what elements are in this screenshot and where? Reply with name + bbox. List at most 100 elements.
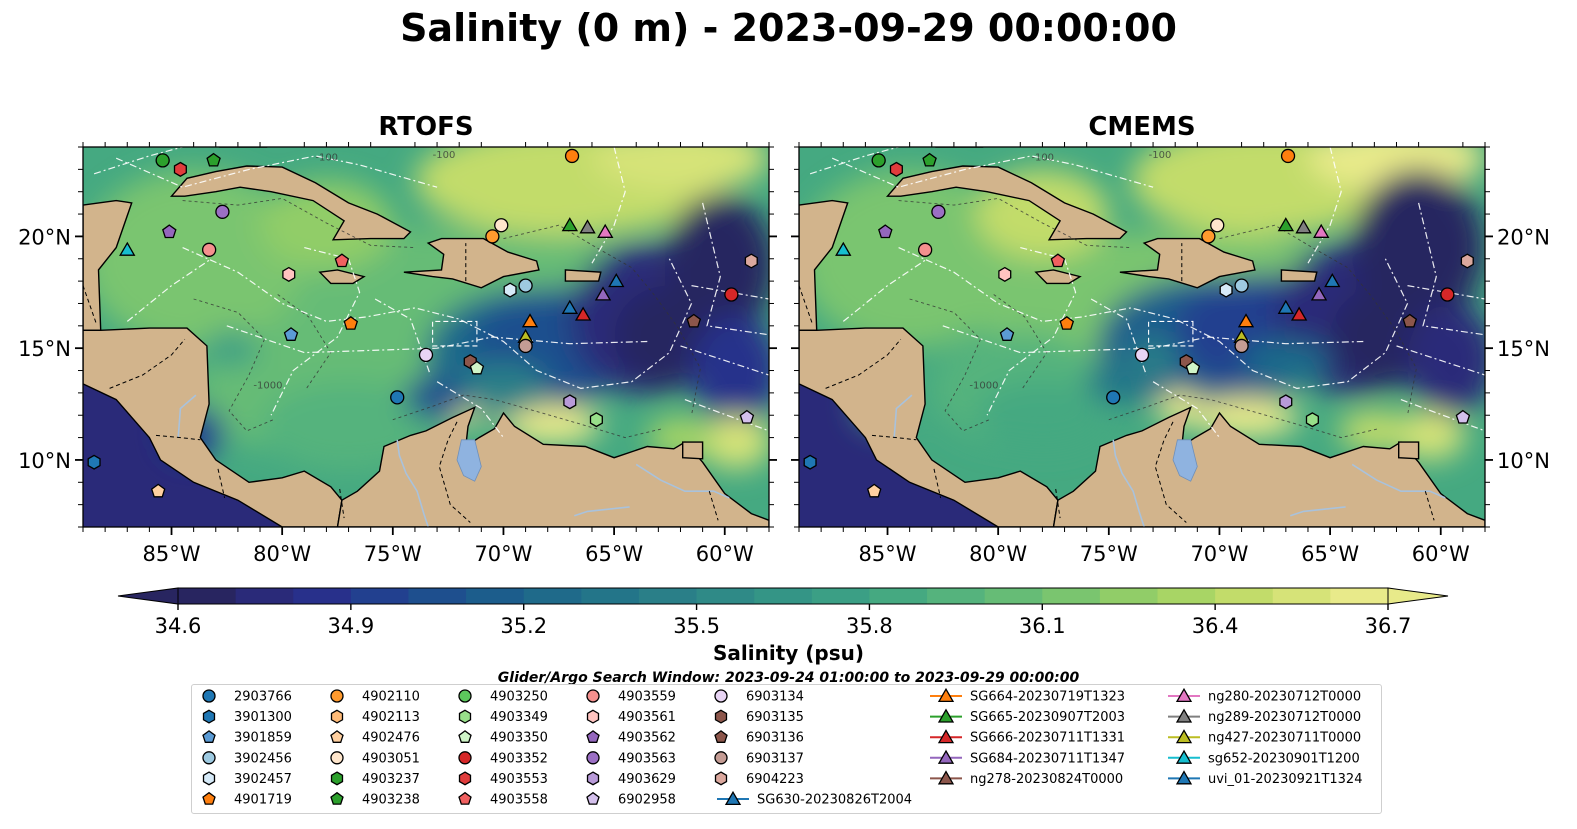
legend-marker — [458, 771, 472, 786]
colorbar-segment — [235, 588, 294, 604]
eez-boundary — [115, 155, 438, 188]
jamaica-landmass — [1034, 269, 1082, 285]
puerto-rico-landmass — [1280, 269, 1318, 282]
colorbar-label: Salinity (psu) — [712, 641, 864, 665]
platform-4903629 — [1279, 394, 1293, 410]
platform-4903349 — [589, 412, 603, 428]
eez-boundary — [898, 247, 1409, 390]
platform-4903559 — [917, 242, 933, 257]
isobath-contour — [503, 224, 701, 416]
lon-tick-label: 65°W — [1301, 542, 1359, 566]
colorbar-segment — [1272, 588, 1331, 604]
legend-marker — [937, 708, 955, 723]
platform-4903558 — [1050, 253, 1066, 268]
platform-4903562 — [162, 224, 177, 239]
river-line — [1290, 506, 1346, 517]
legend-label: 6904223 — [746, 772, 804, 787]
colorbar-segment — [696, 588, 755, 604]
platform-4903559 — [201, 242, 217, 257]
legend-label: 3902456 — [234, 751, 292, 766]
colorbar-segment — [869, 588, 928, 604]
river-line — [893, 394, 913, 438]
pacific-water — [799, 383, 999, 527]
salinity-patch — [204, 330, 258, 367]
country-border — [109, 338, 186, 389]
isobath-contour — [392, 394, 663, 439]
legend-marker — [1175, 749, 1193, 764]
platform-4903350 — [1185, 360, 1201, 375]
platform-3902457 — [1219, 282, 1233, 298]
platform-SG666 — [574, 306, 592, 321]
legend-entries: 2903766 3901300 3901859 3902456 3902457 49017… — [202, 687, 1362, 808]
country-border — [1055, 488, 1061, 519]
colorbar-segment — [638, 588, 698, 604]
legend-marker — [714, 730, 728, 743]
country-border — [1424, 491, 1435, 521]
legend-label: 4903563 — [618, 751, 676, 766]
salinity-patch — [1126, 339, 1180, 380]
colorbar-tick-label: 34.9 — [327, 614, 374, 638]
river-line — [635, 463, 730, 499]
hispaniola-landmass — [1119, 237, 1256, 289]
eez-boundary — [680, 345, 769, 376]
salinity-patch — [1241, 339, 1331, 384]
legend-label: SG630-20230826T2004 — [757, 793, 912, 808]
platform-6904223 — [1460, 253, 1474, 269]
contour-label: -100 — [1149, 150, 1172, 161]
eez-boundary — [1418, 202, 1485, 336]
platform-4902110 — [485, 229, 500, 244]
legend-label: SG665-20230907T2003 — [970, 710, 1125, 725]
legend-label: 4903559 — [618, 690, 676, 705]
colorbar-segment — [927, 588, 986, 604]
platform-uvi_01 — [1277, 299, 1295, 314]
legend: 2903766 3901300 3901859 3902456 3902457 49017… — [191, 684, 1382, 814]
platform-4903352 — [1440, 287, 1455, 302]
isobath-contour — [277, 294, 332, 389]
eez-boundary — [182, 247, 693, 390]
platform-6902958 — [1455, 409, 1471, 424]
platform-ng280 — [1313, 223, 1330, 238]
puerto-rico-landmass — [564, 269, 602, 282]
contour-label: -100 — [1031, 152, 1054, 163]
eez-boundary — [1396, 345, 1485, 376]
trinidad-landmass — [682, 441, 704, 460]
platform-4902476 — [866, 483, 882, 498]
platform-ng280 — [597, 223, 614, 238]
platform-ng289 — [579, 219, 596, 234]
platform-6903134 — [1134, 347, 1150, 363]
lat-tick-label: 10°N — [1497, 449, 1550, 473]
salinity-patch — [403, 375, 471, 420]
platform-SG684 — [594, 286, 612, 301]
legend-marker — [724, 790, 742, 806]
river-line — [1112, 439, 1145, 527]
eez-box — [432, 320, 478, 347]
platform-4903562 — [878, 224, 893, 239]
legend-marker — [330, 709, 344, 724]
isobath-contour — [1219, 224, 1417, 416]
platform-3901859 — [999, 327, 1015, 341]
legend-label: 2903766 — [234, 690, 292, 705]
pacific-water — [83, 383, 283, 527]
salinity-patch — [591, 147, 769, 192]
platform-uvi_01 — [561, 299, 579, 314]
legend-marker — [1175, 708, 1193, 723]
legend-label: ng289-20230712T0000 — [1208, 710, 1361, 725]
platform-4902110b — [564, 148, 580, 164]
platform-3902457 — [503, 282, 517, 298]
eez-boundary — [809, 147, 899, 175]
legend-marker — [202, 771, 216, 786]
platform-SG665 — [561, 217, 579, 232]
legend-marker — [714, 709, 728, 724]
salinity-patch — [83, 169, 305, 349]
platform-6903137 — [518, 338, 533, 354]
legend-marker — [458, 689, 472, 703]
lon-tick-label: 70°W — [474, 542, 532, 566]
lake-maracaibo — [1172, 439, 1198, 482]
legend-marker — [586, 751, 600, 765]
legend-label: SG684-20230711T1347 — [970, 751, 1125, 766]
cuba-landmass — [169, 165, 412, 241]
river-line — [177, 394, 197, 438]
legend-label: ng427-20230711T0000 — [1208, 731, 1361, 746]
legend-label: 6903137 — [746, 751, 804, 766]
platform-4903350 — [469, 360, 485, 375]
